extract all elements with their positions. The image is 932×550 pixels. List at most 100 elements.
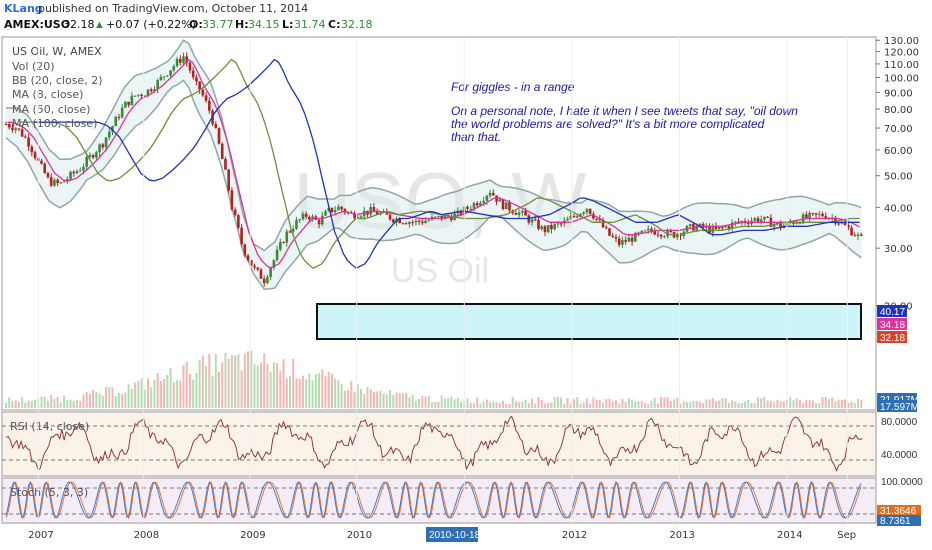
volume-bar [660,396,663,408]
time-axis[interactable]: 20072008200920102011201220132014Sep [28,37,856,541]
candle-body [440,215,443,220]
volume-bar [631,399,634,408]
annotation-line-1: For giggles - in a range [451,80,575,94]
candle-body [159,76,163,81]
volume-bar [789,396,792,408]
candle-body [285,231,289,243]
volume-bar [656,403,659,408]
volume-bar [860,400,863,408]
volume-bar [130,388,133,408]
candle-body [730,222,734,229]
candle-body [824,216,828,219]
volume-bar [72,400,75,408]
volume-bar [485,399,488,408]
range-box[interactable] [316,303,862,340]
volume-bar [740,402,743,408]
volume-bar [214,353,217,408]
candle-body [766,216,769,218]
candle-body [7,124,11,128]
volume-bar [334,378,337,408]
rsi-pane[interactable] [1,411,877,477]
candle-body [282,242,285,244]
candle-body [740,220,744,223]
volume-bar [376,391,379,408]
candle-body [230,190,234,210]
volume-bar [59,402,62,408]
volume-bar [482,401,485,408]
volume-bar [76,399,79,408]
volume-bar [327,371,330,408]
volume-bar [414,401,417,408]
candle-body [191,70,195,78]
volume-bar [808,400,811,408]
candle-body [546,225,550,233]
volume-bar [208,353,211,408]
volume-bar [753,403,756,408]
candle-body [107,131,111,138]
volume-bar [595,399,598,408]
volume-bar [82,394,85,408]
candle-body [808,213,811,218]
volume-bar [395,392,398,408]
volume-bar [79,400,82,408]
candle-body [698,223,702,227]
volume-bar [618,403,621,408]
ma8-line [7,58,860,269]
volume-bar [392,395,395,408]
volume-bar [137,380,140,408]
candle-body [324,211,327,216]
volume-bar [489,401,492,408]
volume-bar [543,403,546,408]
volume-bar [421,395,424,408]
volume-bar [831,397,834,408]
volume-bar [569,403,572,408]
volume-bar [689,402,692,408]
volume-bar [608,398,611,408]
volume-bar [705,399,708,408]
open-value: 33.77 [202,18,234,31]
volume-bar [282,358,285,408]
candle-body [201,89,205,96]
candle-body [498,199,502,202]
candle-body [82,166,85,171]
volume-bar [682,401,685,408]
candle-body [588,208,592,214]
stoch-d-series [5,480,862,520]
high-value: 34.15 [248,18,280,31]
volume-bar [347,389,350,408]
candle-body [185,56,189,63]
candle-body [724,226,727,228]
candle-body [847,225,850,228]
volume-bar [547,402,550,408]
candle-body [443,215,447,220]
volume-bar [637,401,640,408]
volume-bar [289,376,292,408]
volume-bar [382,393,385,408]
volume-bar [427,396,430,408]
volume-bar [440,395,443,408]
candle-body [208,100,211,111]
volume-bar [514,401,517,408]
candle-body [327,207,331,212]
candle-body [40,160,43,164]
volume-bar [111,387,114,408]
volume-bar [250,350,253,408]
candle-body [640,230,644,234]
candle-body [717,227,721,229]
volume-bar [14,400,17,408]
candle-body [266,276,269,284]
candle-body [11,127,14,131]
candle-body [521,210,524,213]
candle-body [124,101,127,108]
candle-body [517,212,521,215]
rsi-tick-40: 40.0000 [881,450,918,461]
candle-body [817,213,821,215]
volume-bar [492,401,495,408]
volume-bar [127,384,130,408]
candle-body [169,70,172,76]
volume-bar [195,373,198,408]
volume-bar [182,365,185,408]
author-name[interactable]: KLang [4,2,43,15]
volume-bar [605,398,608,408]
